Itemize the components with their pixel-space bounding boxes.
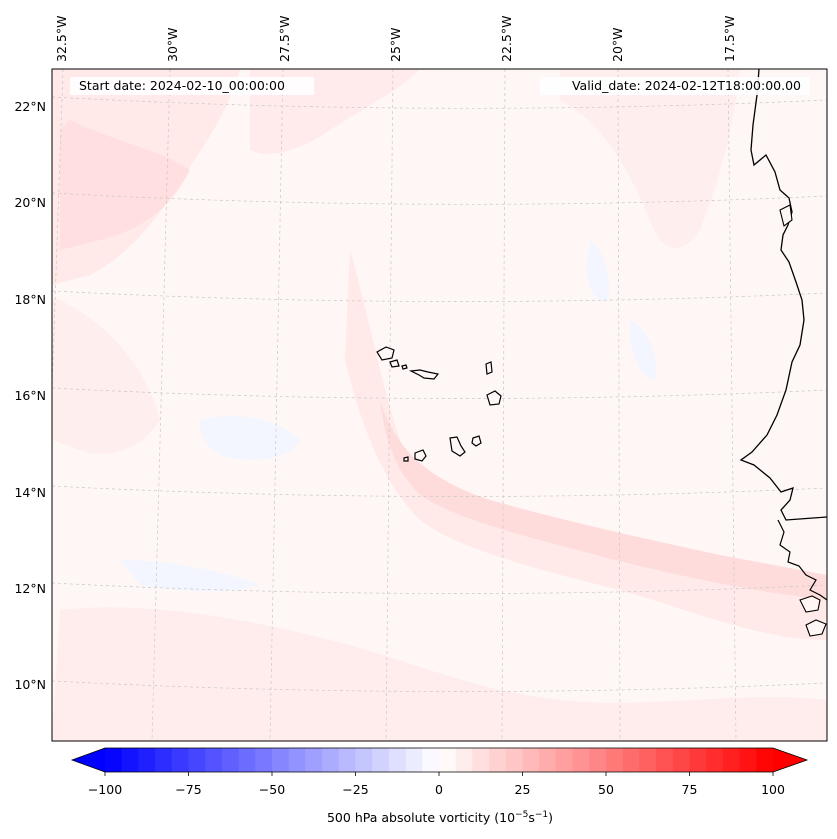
lon-label-20w: 20°W <box>610 27 625 62</box>
vorticity-field-negative <box>120 240 657 592</box>
colorbar-segment <box>756 748 774 772</box>
colorbar-tick-label: 75 <box>682 782 698 797</box>
lat-label-16n: 16°N <box>14 388 46 403</box>
colorbar-segment <box>622 748 640 772</box>
colorbar-tick-label: −75 <box>175 782 201 797</box>
longitude-labels: 32.5°W 30°W 27.5°W 25°W 22.5°W 20°W 17.5… <box>54 16 737 62</box>
colorbar-extend-high <box>773 748 807 772</box>
colorbar-segment <box>539 748 557 772</box>
colorbar-segment <box>105 748 123 772</box>
colorbar-segment <box>288 748 306 772</box>
island-sao-vicente <box>389 359 400 368</box>
cape-verde-islands <box>376 346 502 462</box>
colorbar-segment <box>489 748 507 772</box>
island-maio <box>471 435 482 447</box>
coastline-gulf-bits <box>779 204 827 637</box>
colorbar-segment <box>322 748 340 772</box>
colorbar-tick-label: −25 <box>342 782 368 797</box>
colorbar-tick-label: −100 <box>88 782 122 797</box>
colorbar-segment <box>422 748 440 772</box>
island-santiago <box>449 436 466 457</box>
colorbar-tick-label: −50 <box>259 782 285 797</box>
start-date-box <box>70 77 314 95</box>
colorbar-ticks: −100 −75 −50 −25 0 25 50 75 100 <box>88 772 785 797</box>
colorbar-tick-label: 100 <box>761 782 785 797</box>
colorbar-segment <box>455 748 473 772</box>
colorbar-segment <box>639 748 657 772</box>
colorbar-segment <box>722 748 740 772</box>
lon-label-25w: 25°W <box>388 27 403 62</box>
colorbar-segment <box>656 748 674 772</box>
valid-date-box <box>540 77 810 95</box>
colorbar-tick-label: 25 <box>515 782 531 797</box>
lat-label-14n: 14°N <box>14 485 46 500</box>
island-fogo <box>414 449 427 462</box>
colorbar-tick-label: 50 <box>598 782 614 797</box>
colorbar-segment <box>739 748 757 772</box>
colorbar-segment <box>388 748 406 772</box>
vorticity-band-moderate <box>60 120 827 600</box>
colorbar-segment <box>238 748 256 772</box>
colorbar-segment <box>221 748 239 772</box>
coastline-africa <box>739 69 827 521</box>
island-santa-luzia <box>401 364 408 370</box>
colorbar-segment <box>338 748 356 772</box>
colorbar-segment <box>255 748 273 772</box>
lat-label-12n: 12°N <box>14 581 46 596</box>
lon-label-32-5w: 32.5°W <box>54 16 69 62</box>
start-date-label: Start date: 2024-02-10_00:00:00 <box>79 78 285 93</box>
lat-label-20n: 20°N <box>14 195 46 210</box>
colorbar-segment <box>205 748 223 772</box>
colorbar-tick-label: 0 <box>435 782 443 797</box>
colorbar-segment <box>572 748 590 772</box>
colorbar-segment <box>589 748 607 772</box>
colorbar-segment <box>355 748 373 772</box>
colorbar-segment <box>405 748 423 772</box>
colorbar-segment <box>272 748 290 772</box>
colorbar-segment <box>606 748 624 772</box>
coastline-guinea <box>777 519 827 601</box>
colorbar-segments <box>105 748 774 772</box>
colorbar-segment <box>138 748 156 772</box>
island-sao-nicolau <box>408 369 440 380</box>
colorbar-segment <box>171 748 189 772</box>
valid-date-label: Valid_date: 2024-02-12T18:00:00.00 <box>572 78 801 93</box>
colorbar-segment <box>121 748 139 772</box>
map-frame <box>51 68 828 742</box>
colorbar: −100 −75 −50 −25 0 25 50 75 100 500 hPa absolute… <box>70 747 809 825</box>
colorbar-segment <box>439 748 457 772</box>
colorbar-segment <box>689 748 707 772</box>
colorbar-segment <box>672 748 690 772</box>
graticule <box>52 69 827 741</box>
lon-label-27-5w: 27.5°W <box>277 16 292 62</box>
colorbar-segment <box>505 748 523 772</box>
colorbar-extend-low <box>72 748 105 772</box>
lon-label-17-5w: 17.5°W <box>722 16 737 62</box>
colorbar-segment <box>472 748 490 772</box>
map-panel: Start date: 2024-02-10_00:00:00 Valid_da… <box>52 69 827 741</box>
lat-label-10n: 10°N <box>14 677 46 692</box>
colorbar-segment <box>555 748 573 772</box>
island-brava <box>403 456 409 462</box>
colorbar-segment <box>188 748 206 772</box>
island-santo-antao <box>376 346 395 361</box>
island-sal <box>485 361 493 375</box>
colorbar-segment <box>706 748 724 772</box>
latitude-labels: 22°N 20°N 18°N 16°N 14°N 12°N 10°N <box>14 99 46 692</box>
lon-label-30w: 30°W <box>165 27 180 62</box>
lat-label-22n: 22°N <box>14 99 46 114</box>
colorbar-label: 500 hPa absolute vorticity (10−5s−1) <box>327 810 553 825</box>
colorbar-segment <box>522 748 540 772</box>
colorbar-segment <box>372 748 390 772</box>
lon-label-22-5w: 22.5°W <box>499 16 514 62</box>
lat-label-18n: 18°N <box>14 292 46 307</box>
colorbar-segment <box>155 748 173 772</box>
island-boa-vista <box>486 390 502 406</box>
colorbar-segment <box>305 748 323 772</box>
